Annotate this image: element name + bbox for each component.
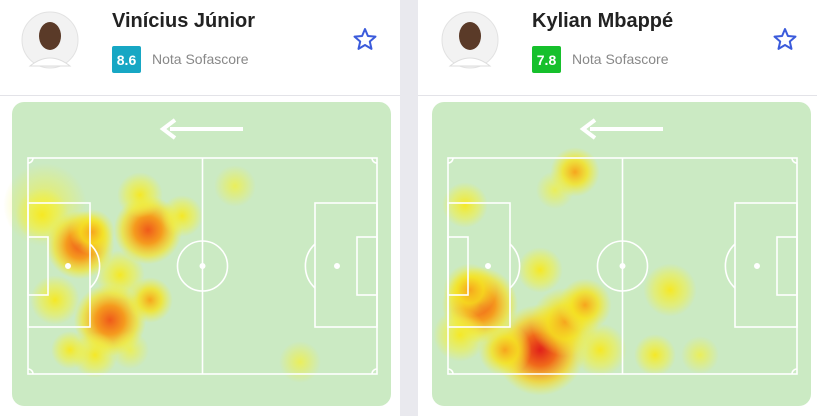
center-circle: [596, 240, 649, 292]
rating-badge: [532, 46, 561, 73]
corner-arc: [447, 157, 454, 164]
rating: 8.6: [117, 52, 137, 68]
heatmap: [3, 163, 321, 383]
direction-arrowhead: [159, 118, 177, 140]
corner-arc: [371, 157, 378, 164]
corner-arc: [27, 368, 34, 375]
avatar-shirt: [448, 57, 492, 67]
heat-spot: [72, 332, 118, 378]
player-name: Vinícius Júnior: [112, 10, 255, 32]
penalty-spot: [484, 262, 491, 269]
penalty-spot: [65, 262, 72, 269]
corner-arc: [447, 368, 454, 375]
player-name: Kylian Mbappé: [532, 10, 673, 32]
avatar-shirt: [28, 57, 72, 67]
corner-arc: [791, 368, 798, 375]
heat-spot: [536, 171, 574, 209]
heat-spot: [214, 165, 256, 207]
favorite-star[interactable]: [353, 28, 377, 50]
heat-spot: [443, 263, 497, 317]
heat-spot: [517, 247, 563, 293]
heat-spot: [478, 323, 532, 377]
heat-spot: [643, 263, 697, 317]
rating-label: Nota Sofascore: [572, 51, 669, 67]
center-spot: [619, 262, 626, 269]
pitch-lines: [447, 157, 798, 375]
heat-spot: [573, 323, 627, 377]
rating: 7.8: [537, 52, 557, 68]
heat-spot: [279, 341, 321, 383]
heat-spot: [95, 250, 145, 300]
penalty-arc: [724, 243, 736, 289]
goal-area: [447, 236, 469, 296]
goal-area: [356, 236, 378, 296]
pitch-lines: [27, 157, 378, 375]
center-circle: [176, 240, 229, 292]
penalty-spot: [753, 262, 760, 269]
divider: [400, 0, 418, 416]
corner-arc: [371, 368, 378, 375]
rating-badge: [112, 46, 141, 73]
corner-arc: [791, 157, 798, 164]
avatar-face: [39, 22, 61, 50]
penalty-spot: [333, 262, 340, 269]
goal-area: [776, 236, 798, 296]
heat-spot: [111, 331, 149, 369]
heat-spot: [30, 275, 80, 325]
penalty-arc: [509, 243, 521, 289]
heatmap: [433, 147, 719, 396]
penalty-arc: [89, 243, 101, 289]
avatar-face: [459, 22, 481, 50]
direction-arrowhead: [579, 118, 597, 140]
heat-spot: [69, 209, 115, 255]
goal-area: [27, 236, 49, 296]
heat-spot: [634, 334, 676, 376]
heat-spot: [161, 195, 203, 237]
heat-spot: [433, 308, 487, 362]
heat-spot: [117, 172, 163, 218]
heat-spot: [558, 278, 612, 332]
heat-spot: [442, 182, 488, 228]
player-card: Vinícius Júnior 8.6 Nota Sofascore: [3, 10, 391, 406]
corner-arc: [27, 157, 34, 164]
player-card: Kylian Mbappé 7.8 Nota Sofascore: [432, 10, 811, 406]
center-spot: [199, 262, 206, 269]
favorite-star[interactable]: [773, 28, 797, 50]
penalty-arc: [304, 243, 316, 289]
rating-label: Nota Sofascore: [152, 51, 249, 67]
heat-spot: [681, 336, 719, 374]
